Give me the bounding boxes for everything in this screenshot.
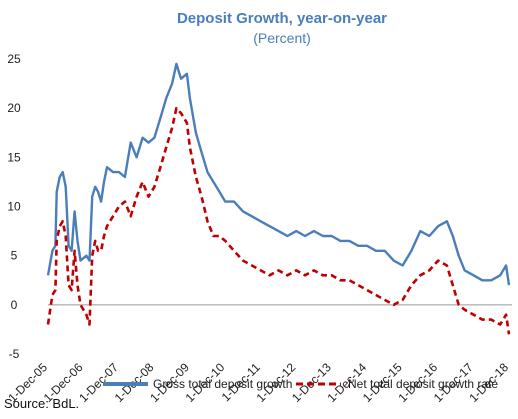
y-tick-label: 0 [11, 298, 18, 312]
y-tick-label: 15 [7, 150, 21, 164]
y-tick-label: 25 [7, 52, 21, 66]
legend-label-gross: Gross total deposit growth [153, 377, 292, 391]
chart-subtitle: (Percent) [253, 30, 311, 46]
series-lines [46, 62, 511, 335]
y-axis-ticks: -5 0 5 10 15 20 25 [7, 52, 21, 361]
y-tick-label: 20 [7, 101, 21, 115]
legend: Gross total deposit growth Net total dep… [103, 377, 498, 391]
series-line-gross [46, 62, 511, 286]
y-tick-label: 5 [11, 249, 18, 263]
y-tick-label: 10 [7, 200, 21, 214]
source-note: Source: BdL. [4, 396, 80, 411]
legend-label-net: Net total deposit growth rate [348, 377, 498, 391]
chart-title: Deposit Growth, year-on-year [177, 10, 387, 27]
series-line-net [46, 106, 511, 335]
y-tick-label: -5 [9, 347, 20, 361]
